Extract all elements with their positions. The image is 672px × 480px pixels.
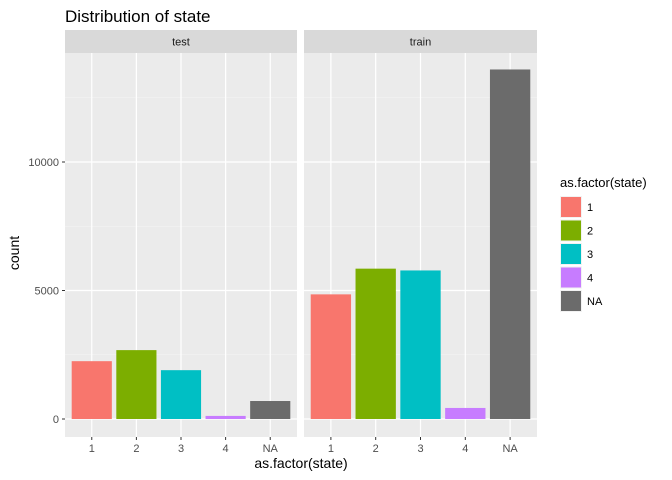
facet-strip-label: test [172, 37, 190, 49]
x-tick-label: 2 [373, 443, 379, 455]
legend-swatch [561, 244, 581, 264]
facet-strip [304, 30, 537, 53]
facet-strip [65, 30, 297, 53]
bar-test-1 [71, 361, 112, 419]
bar-test-3 [160, 370, 202, 419]
facet-strip-label: train [410, 37, 431, 49]
bar-train-1 [310, 294, 352, 419]
bar-train-4 [445, 407, 486, 419]
bar-train-NA [489, 69, 531, 419]
x-tick-label: 2 [133, 443, 139, 455]
x-tick-label: 4 [223, 443, 229, 455]
legend-title: as.factor(state) [560, 175, 647, 190]
y-tick-label: 0 [53, 414, 59, 426]
legend-swatch [561, 197, 581, 217]
legend-item-3: 3 [560, 243, 593, 265]
y-axis: 0 5000 10000 [28, 157, 65, 426]
legend: as.factor(state) 1 2 3 4 NA [560, 175, 647, 312]
facet-panels: test 1 2 3 4 NA train 1 2 3 4 NA 0 5000 10000 [28, 30, 537, 455]
bar-test-NA [250, 401, 291, 419]
facet-panel-train: train 1 2 3 4 NA [304, 30, 537, 455]
bar-test-2 [116, 350, 157, 419]
bar-train-3 [400, 270, 441, 419]
x-tick-label: 1 [328, 443, 334, 455]
x-tick-label: NA [502, 443, 518, 455]
x-tick-label: 3 [178, 443, 184, 455]
legend-swatch [561, 220, 581, 241]
legend-item-NA: NA [560, 290, 603, 312]
legend-label: 4 [587, 273, 593, 285]
y-tick-label: 5000 [35, 286, 59, 298]
legend-items: 1 2 3 4 NA [560, 196, 603, 312]
legend-swatch [561, 267, 581, 288]
bar-test-4 [205, 415, 246, 419]
legend-label: NA [587, 296, 603, 308]
x-tick-label: 3 [417, 443, 423, 455]
x-axis-title: as.factor(state) [254, 455, 347, 471]
legend-item-2: 2 [560, 219, 593, 242]
bar-train-2 [355, 268, 396, 419]
y-axis-title: count [6, 236, 22, 270]
legend-label: 3 [587, 249, 593, 261]
legend-item-1: 1 [560, 196, 593, 218]
x-tick-label: NA [263, 443, 279, 455]
legend-swatch [561, 291, 581, 311]
x-tick-label: 1 [89, 443, 95, 455]
y-tick-label: 10000 [28, 157, 59, 169]
chart-title: Distribution of state [65, 7, 211, 26]
x-tick-label: 4 [462, 443, 468, 455]
legend-item-4: 4 [560, 266, 593, 289]
legend-label: 1 [587, 202, 593, 214]
legend-label: 2 [587, 226, 593, 238]
facet-panel-test: test 1 2 3 4 NA [65, 30, 297, 455]
